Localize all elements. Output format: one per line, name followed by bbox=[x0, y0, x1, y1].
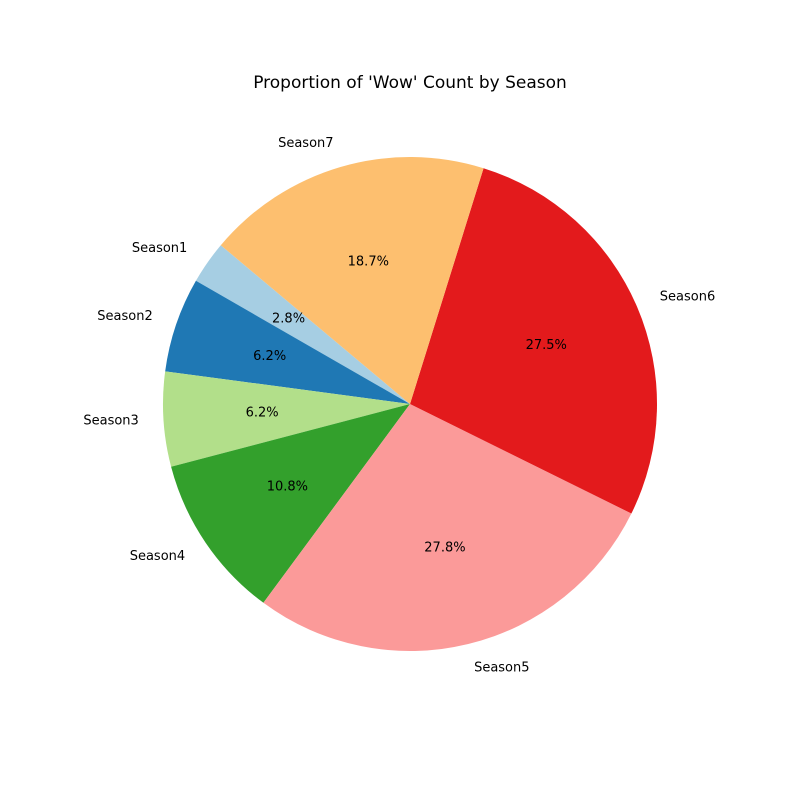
pie-labels: Season1 2.8% Season2 6.2% Season3 6.2% Season4… bbox=[83, 136, 715, 676]
pct-label-season3: 6.2% bbox=[246, 406, 279, 421]
pie-slice-season3 bbox=[163, 371, 410, 467]
pie-slice-season5 bbox=[263, 404, 632, 651]
pct-label-season2: 6.2% bbox=[253, 349, 286, 364]
pie-slice-season1 bbox=[195, 245, 410, 404]
slice-label-season5: Season5 bbox=[474, 661, 529, 676]
pct-label-season7: 18.7% bbox=[348, 254, 389, 269]
pie-slices bbox=[163, 157, 657, 651]
slice-label-season6: Season6 bbox=[660, 290, 715, 305]
pct-label-season5: 27.8% bbox=[424, 541, 465, 556]
pct-label-season1: 2.8% bbox=[272, 312, 305, 327]
slice-label-season2: Season2 bbox=[97, 309, 152, 324]
pie-slice-season6 bbox=[410, 168, 657, 514]
pie-slice-season4 bbox=[171, 404, 410, 603]
pie-slice-season7 bbox=[220, 157, 484, 404]
slice-label-season7: Season7 bbox=[278, 136, 333, 151]
slice-label-season1: Season1 bbox=[132, 241, 187, 256]
pct-label-season6: 27.5% bbox=[526, 338, 567, 353]
pct-label-season4: 10.8% bbox=[267, 480, 308, 495]
slice-label-season4: Season4 bbox=[130, 549, 185, 564]
chart-title: Proportion of 'Wow' Count by Season bbox=[253, 73, 567, 93]
pie-slice-season2 bbox=[165, 280, 410, 404]
slice-label-season3: Season3 bbox=[83, 413, 138, 428]
